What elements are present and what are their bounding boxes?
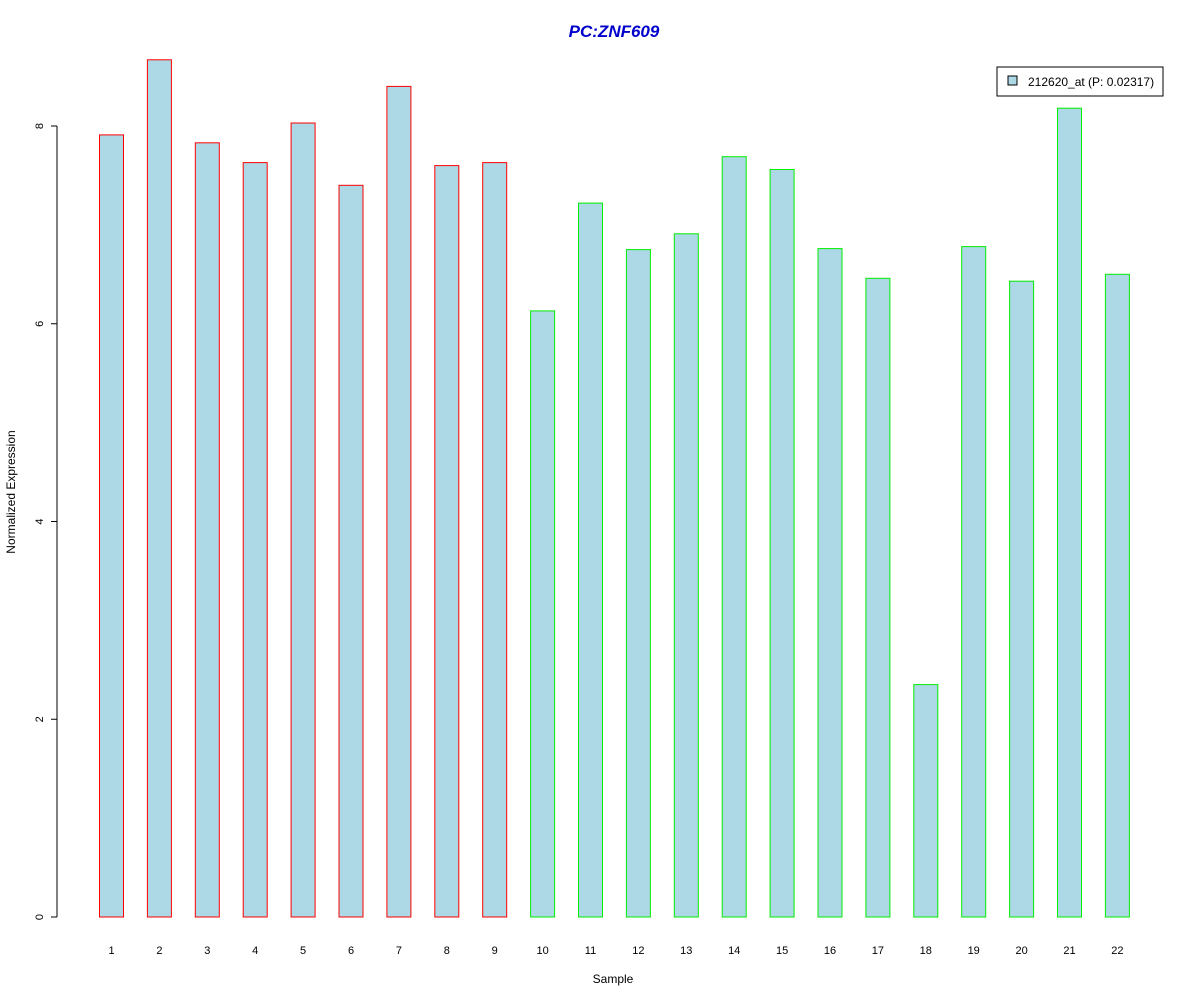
bar-sample-8	[434, 165, 460, 918]
y-tick-label: 8	[34, 123, 46, 129]
x-tick-label: 4	[252, 945, 258, 957]
bar-sample-15	[769, 169, 795, 918]
x-tick-label: 22	[1111, 945, 1123, 957]
legend-swatch	[1007, 75, 1018, 86]
x-tick-label: 8	[444, 945, 450, 957]
x-tick-label: 21	[1063, 945, 1075, 957]
y-tick-label: 6	[34, 321, 46, 327]
bars	[99, 59, 1130, 918]
legend-label: 212620_at (P: 0.02317)	[1028, 75, 1154, 89]
y-tick-label: 2	[34, 716, 46, 722]
x-tick-label: 17	[872, 945, 884, 957]
bar-sample-3	[194, 142, 220, 918]
bar-sample-9	[482, 162, 508, 918]
x-tick-label: 6	[348, 945, 354, 957]
bar-sample-7	[386, 85, 412, 918]
x-tick-label: 13	[680, 945, 692, 957]
x-tick-label: 12	[632, 945, 644, 957]
bar-sample-16	[817, 248, 843, 918]
bar-sample-22	[1104, 273, 1130, 918]
chart-title: PC:ZNF609	[569, 22, 660, 41]
x-tick-label: 11	[585, 945, 596, 957]
bar-sample-1	[99, 134, 124, 918]
x-tick-label: 19	[968, 945, 980, 957]
x-tick-label: 18	[920, 945, 932, 957]
x-tick-label: 9	[492, 945, 498, 957]
x-tick-label: 5	[300, 945, 306, 957]
bar-sample-10	[530, 310, 556, 918]
x-tick-label: 2	[156, 945, 162, 957]
y-axis: 0 2 4 6 8	[34, 123, 58, 920]
x-tick-label: 20	[1015, 945, 1027, 957]
x-tick-label: 3	[204, 945, 210, 957]
bar-sample-18	[913, 684, 939, 918]
y-axis-label: Normalized Expression	[4, 430, 18, 553]
x-tick-label: 15	[776, 945, 788, 957]
bar-sample-17	[865, 277, 891, 918]
bar-sample-19	[961, 246, 987, 918]
bar-sample-20	[1009, 280, 1035, 918]
x-tick-label: 16	[824, 945, 836, 957]
x-tick-label: 14	[728, 945, 740, 957]
legend: 212620_at (P: 0.02317)	[996, 66, 1164, 97]
y-tick-label: 0	[34, 914, 46, 920]
legend-box	[996, 66, 1164, 97]
bar-sample-12	[625, 249, 651, 918]
bar-sample-6	[338, 184, 364, 918]
bar-sample-5	[290, 122, 316, 918]
x-axis-label: Sample	[593, 972, 634, 986]
bar-sample-11	[578, 202, 603, 918]
x-tick-label: 1	[108, 945, 114, 957]
x-tick-label: 10	[536, 945, 548, 957]
bar-sample-21	[1057, 107, 1082, 918]
bar-sample-14	[721, 156, 747, 918]
bar-sample-13	[673, 233, 699, 918]
x-tick-label: 7	[396, 945, 402, 957]
y-tick-label: 4	[34, 518, 46, 524]
bar-sample-4	[242, 162, 268, 918]
bar-sample-2	[146, 59, 172, 918]
x-tick-labels: 1 2 3 4 5 6 7 8 9 10 11 12 13 14 15 16 17 18 19 20 21 22	[108, 945, 1123, 957]
